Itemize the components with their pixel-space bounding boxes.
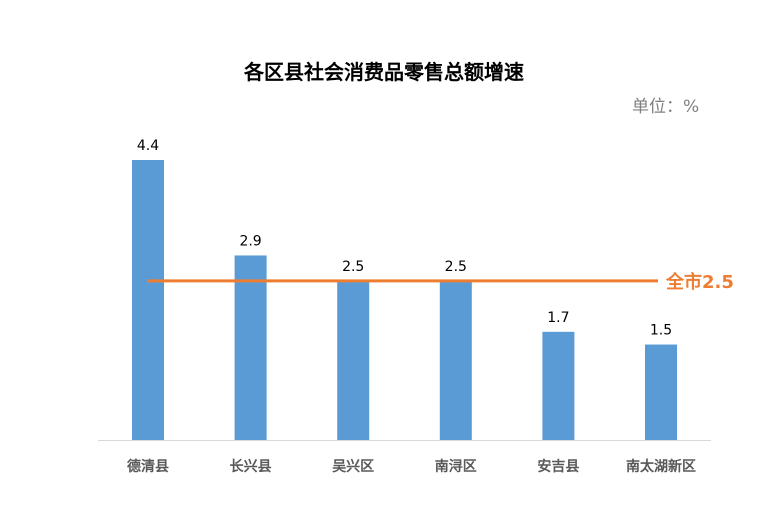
category-label: 吴兴区 [332,458,374,475]
bar-value-label: 1.7 [547,310,569,326]
reference-layer: 全市2.5 [147,271,734,293]
category-label: 南太湖新区 [626,458,696,475]
bar-value-label: 4.4 [137,138,159,154]
bar-6 [645,344,677,440]
chart-title: 各区县社会消费品零售总额增速 [244,60,524,84]
unit-label: 单位：% [632,97,700,117]
bar-5 [542,331,575,440]
category-label: 德清县 [127,458,169,475]
bars-layer [132,160,677,440]
bar-3 [337,280,370,440]
category-label: 南浔区 [435,458,477,475]
bar-value-label: 1.5 [650,323,672,339]
bar-value-label: 2.5 [342,259,364,275]
bar-4 [439,280,472,440]
bar-1 [132,160,164,440]
labels-layer: 4.4 德清县 2.9 长兴县 2.5 吴兴区 2.5 南浔区 1.7 安吉县 1.5 南太湖新区 [127,138,696,475]
bar-2 [234,255,267,440]
category-label: 长兴县 [230,458,272,475]
bar-value-label: 2.5 [445,259,467,275]
reference-line-label: 全市2.5 [665,271,734,293]
bar-value-label: 2.9 [239,233,261,249]
category-label: 安吉县 [537,458,579,475]
